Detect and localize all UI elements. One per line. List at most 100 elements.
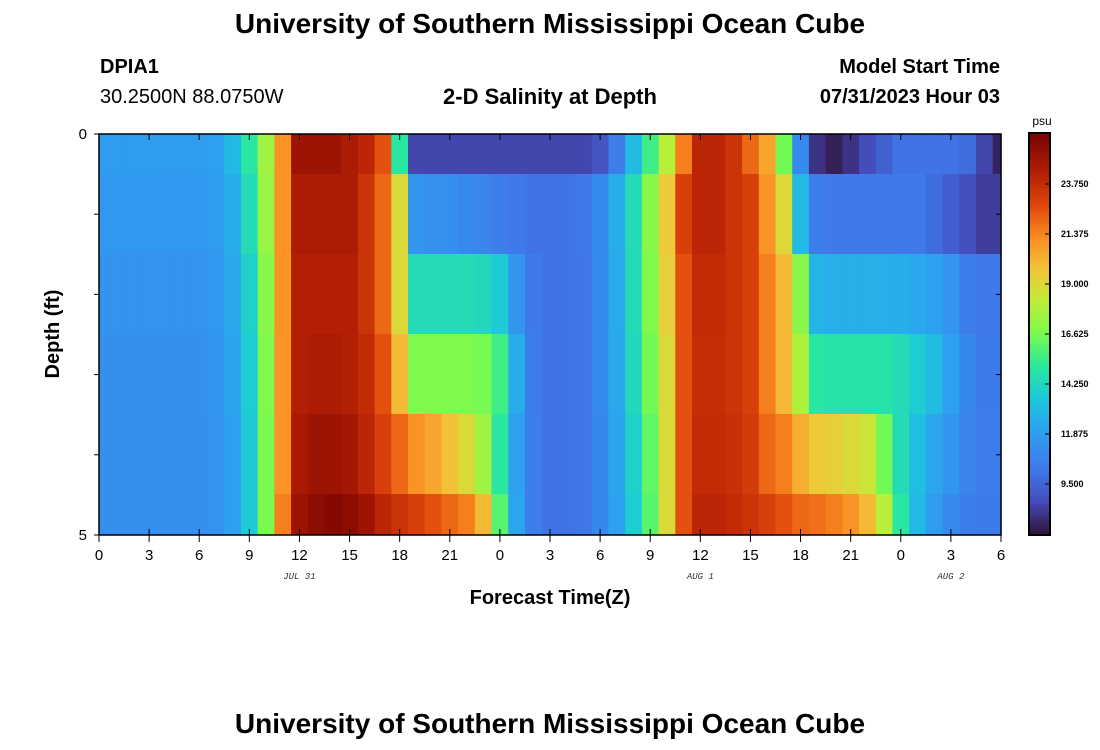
colorbar-strip	[1030, 394, 1049, 398]
heatmap-cell	[99, 174, 108, 255]
heatmap-cell	[424, 334, 443, 415]
colorbar-strip	[1030, 334, 1049, 338]
heatmap-cell	[892, 134, 910, 175]
heatmap-cell	[625, 134, 643, 175]
heatmap-cell	[524, 334, 543, 415]
heatmap-cell	[491, 254, 509, 335]
heatmap-cell	[975, 414, 994, 495]
heatmap-cell	[942, 174, 960, 255]
heatmap-cell	[792, 174, 810, 255]
date-label: AUG 2	[936, 572, 965, 582]
date-label: JUL 31	[283, 572, 315, 582]
heatmap-cell	[458, 134, 476, 175]
heatmap-cell	[341, 134, 359, 175]
heatmap-cell	[942, 334, 960, 415]
x-tick-label: 6	[596, 547, 604, 564]
heatmap-cell	[758, 174, 777, 255]
heatmap-cell	[808, 174, 827, 255]
x-tick-label: 0	[496, 547, 504, 564]
heatmap-cell	[408, 174, 426, 255]
heatmap-cell	[792, 334, 810, 415]
heatmap-cell	[291, 494, 309, 536]
heatmap-cell	[224, 254, 242, 335]
colorbar-strip	[1030, 254, 1049, 258]
colorbar-strip	[1030, 210, 1049, 215]
colorbar-strip	[1030, 240, 1049, 245]
colorbar-strip	[1030, 407, 1049, 412]
heatmap-cell	[257, 134, 275, 175]
heatmap-cell	[424, 174, 443, 255]
x-tick-label: 3	[145, 547, 153, 564]
colorbar-strip	[1030, 420, 1049, 425]
heatmap-cell	[474, 134, 493, 175]
colorbar-strip	[1030, 497, 1049, 502]
heatmap-cell	[992, 134, 1002, 175]
heatmap-cell	[174, 334, 192, 415]
colorbar-strip	[1030, 430, 1049, 435]
colorbar-strip	[1030, 440, 1049, 445]
colorbar-tick-label: 16.625	[1061, 329, 1089, 339]
heatmap-cell	[107, 174, 125, 255]
colorbar-strip	[1030, 434, 1049, 438]
heatmap-cell	[641, 414, 660, 495]
colorbar-strip	[1030, 457, 1049, 462]
colorbar-strip	[1030, 257, 1049, 262]
colorbar-strip	[1030, 187, 1049, 192]
colorbar-strip	[1030, 274, 1049, 278]
colorbar-strip	[1030, 300, 1049, 305]
heatmap-cell	[374, 134, 392, 175]
heatmap-cell	[792, 254, 810, 335]
colorbar-strip	[1030, 527, 1049, 532]
colorbar-strip	[1030, 260, 1049, 265]
heatmap-cell	[975, 494, 994, 536]
heatmap-cell	[825, 134, 843, 175]
colorbar-strip	[1030, 387, 1049, 392]
heatmap-cell	[742, 494, 760, 536]
heatmap-cell	[875, 174, 894, 255]
colorbar-strip	[1030, 140, 1049, 145]
heatmap-cell	[99, 334, 108, 415]
heatmap-cell	[140, 134, 159, 175]
y-tick-label: 0	[79, 126, 87, 143]
heatmap-cell	[591, 334, 610, 415]
colorbar-strip	[1030, 294, 1049, 298]
colorbar-strip	[1030, 327, 1049, 332]
heatmap-cell	[775, 414, 793, 495]
heatmap-cell	[708, 414, 726, 495]
heatmap-cell	[875, 254, 894, 335]
heatmap-cell	[157, 414, 175, 495]
heatmap-cell	[625, 174, 643, 255]
heatmap-cell	[842, 414, 860, 495]
colorbar-tick-label: 9.500	[1061, 479, 1084, 489]
salinity-heatmap-chart: 0 3 6 9 12 15 18 21 0 3 6 9 12 15 18 21 0 3 6 05 JUL 31 AUG…	[42, 114, 1089, 609]
heatmap-cell	[341, 254, 359, 335]
colorbar-ticks: 23.750 21.375 19.000 16.625 14.250 11.875 9.50…	[1045, 179, 1089, 489]
x-tick-label: 3	[947, 547, 955, 564]
heatmap-cell	[307, 494, 326, 536]
heatmap-cell	[541, 254, 559, 335]
colorbar-strip	[1030, 277, 1049, 282]
colorbar-strip	[1030, 160, 1049, 165]
heatmap-cell	[174, 414, 192, 495]
heatmap-cell	[959, 334, 977, 415]
x-tick-label: 15	[742, 547, 759, 564]
heatmap-cell	[541, 134, 559, 175]
footer-title: University of Southern Mississippi Ocean…	[234, 708, 866, 739]
heatmap-cell	[575, 134, 593, 175]
heatmap-cell	[524, 174, 543, 255]
date-label: AUG 1	[686, 572, 714, 582]
colorbar-strip	[1030, 320, 1049, 325]
colorbar-strip	[1030, 190, 1049, 195]
colorbar-strip	[1030, 377, 1049, 382]
heatmap-cell	[357, 494, 376, 536]
heatmap-cell	[675, 494, 693, 536]
heatmap-cell	[708, 494, 726, 536]
heatmap-cell	[775, 174, 793, 255]
heatmap-cell	[875, 494, 894, 536]
colorbar-strip	[1030, 364, 1049, 368]
heatmap-cell	[107, 254, 125, 335]
heatmap-cell	[424, 134, 443, 175]
heatmap-cell	[792, 134, 810, 175]
heatmap-cell	[190, 134, 209, 175]
colorbar-strip	[1030, 520, 1049, 525]
